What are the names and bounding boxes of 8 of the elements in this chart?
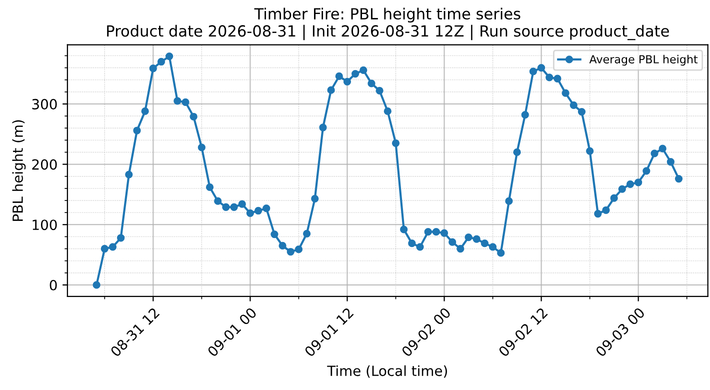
y-axis-title: PBL height (m)	[12, 120, 26, 221]
y-tick-label: 0	[50, 280, 57, 290]
y-tick-label: 300	[32, 98, 57, 110]
y-tick-label: 100	[32, 220, 57, 230]
chart-title: Timber Fire: PBL height time series Product date 2026-08-31 | Init 2026-08-31 12Z | Run source product_date	[107, 8, 669, 40]
x-axis-title: Time (Local time)	[327, 365, 447, 378]
legend-label: Average PBL height	[589, 54, 698, 66]
y-tick-label: 200	[32, 159, 57, 170]
